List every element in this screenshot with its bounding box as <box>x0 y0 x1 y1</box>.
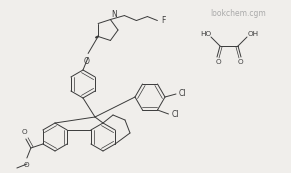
Text: O: O <box>215 59 221 65</box>
Text: O: O <box>22 129 28 135</box>
Text: Cl: Cl <box>171 111 179 120</box>
Text: F: F <box>162 16 166 25</box>
Text: HO: HO <box>200 31 212 37</box>
Text: N: N <box>111 10 117 19</box>
Text: O: O <box>24 162 30 168</box>
Text: O: O <box>237 59 243 65</box>
Text: OH: OH <box>247 31 259 37</box>
Text: lookchem.cgm: lookchem.cgm <box>211 9 267 18</box>
Text: O: O <box>83 57 89 66</box>
Text: Cl: Cl <box>179 89 187 98</box>
